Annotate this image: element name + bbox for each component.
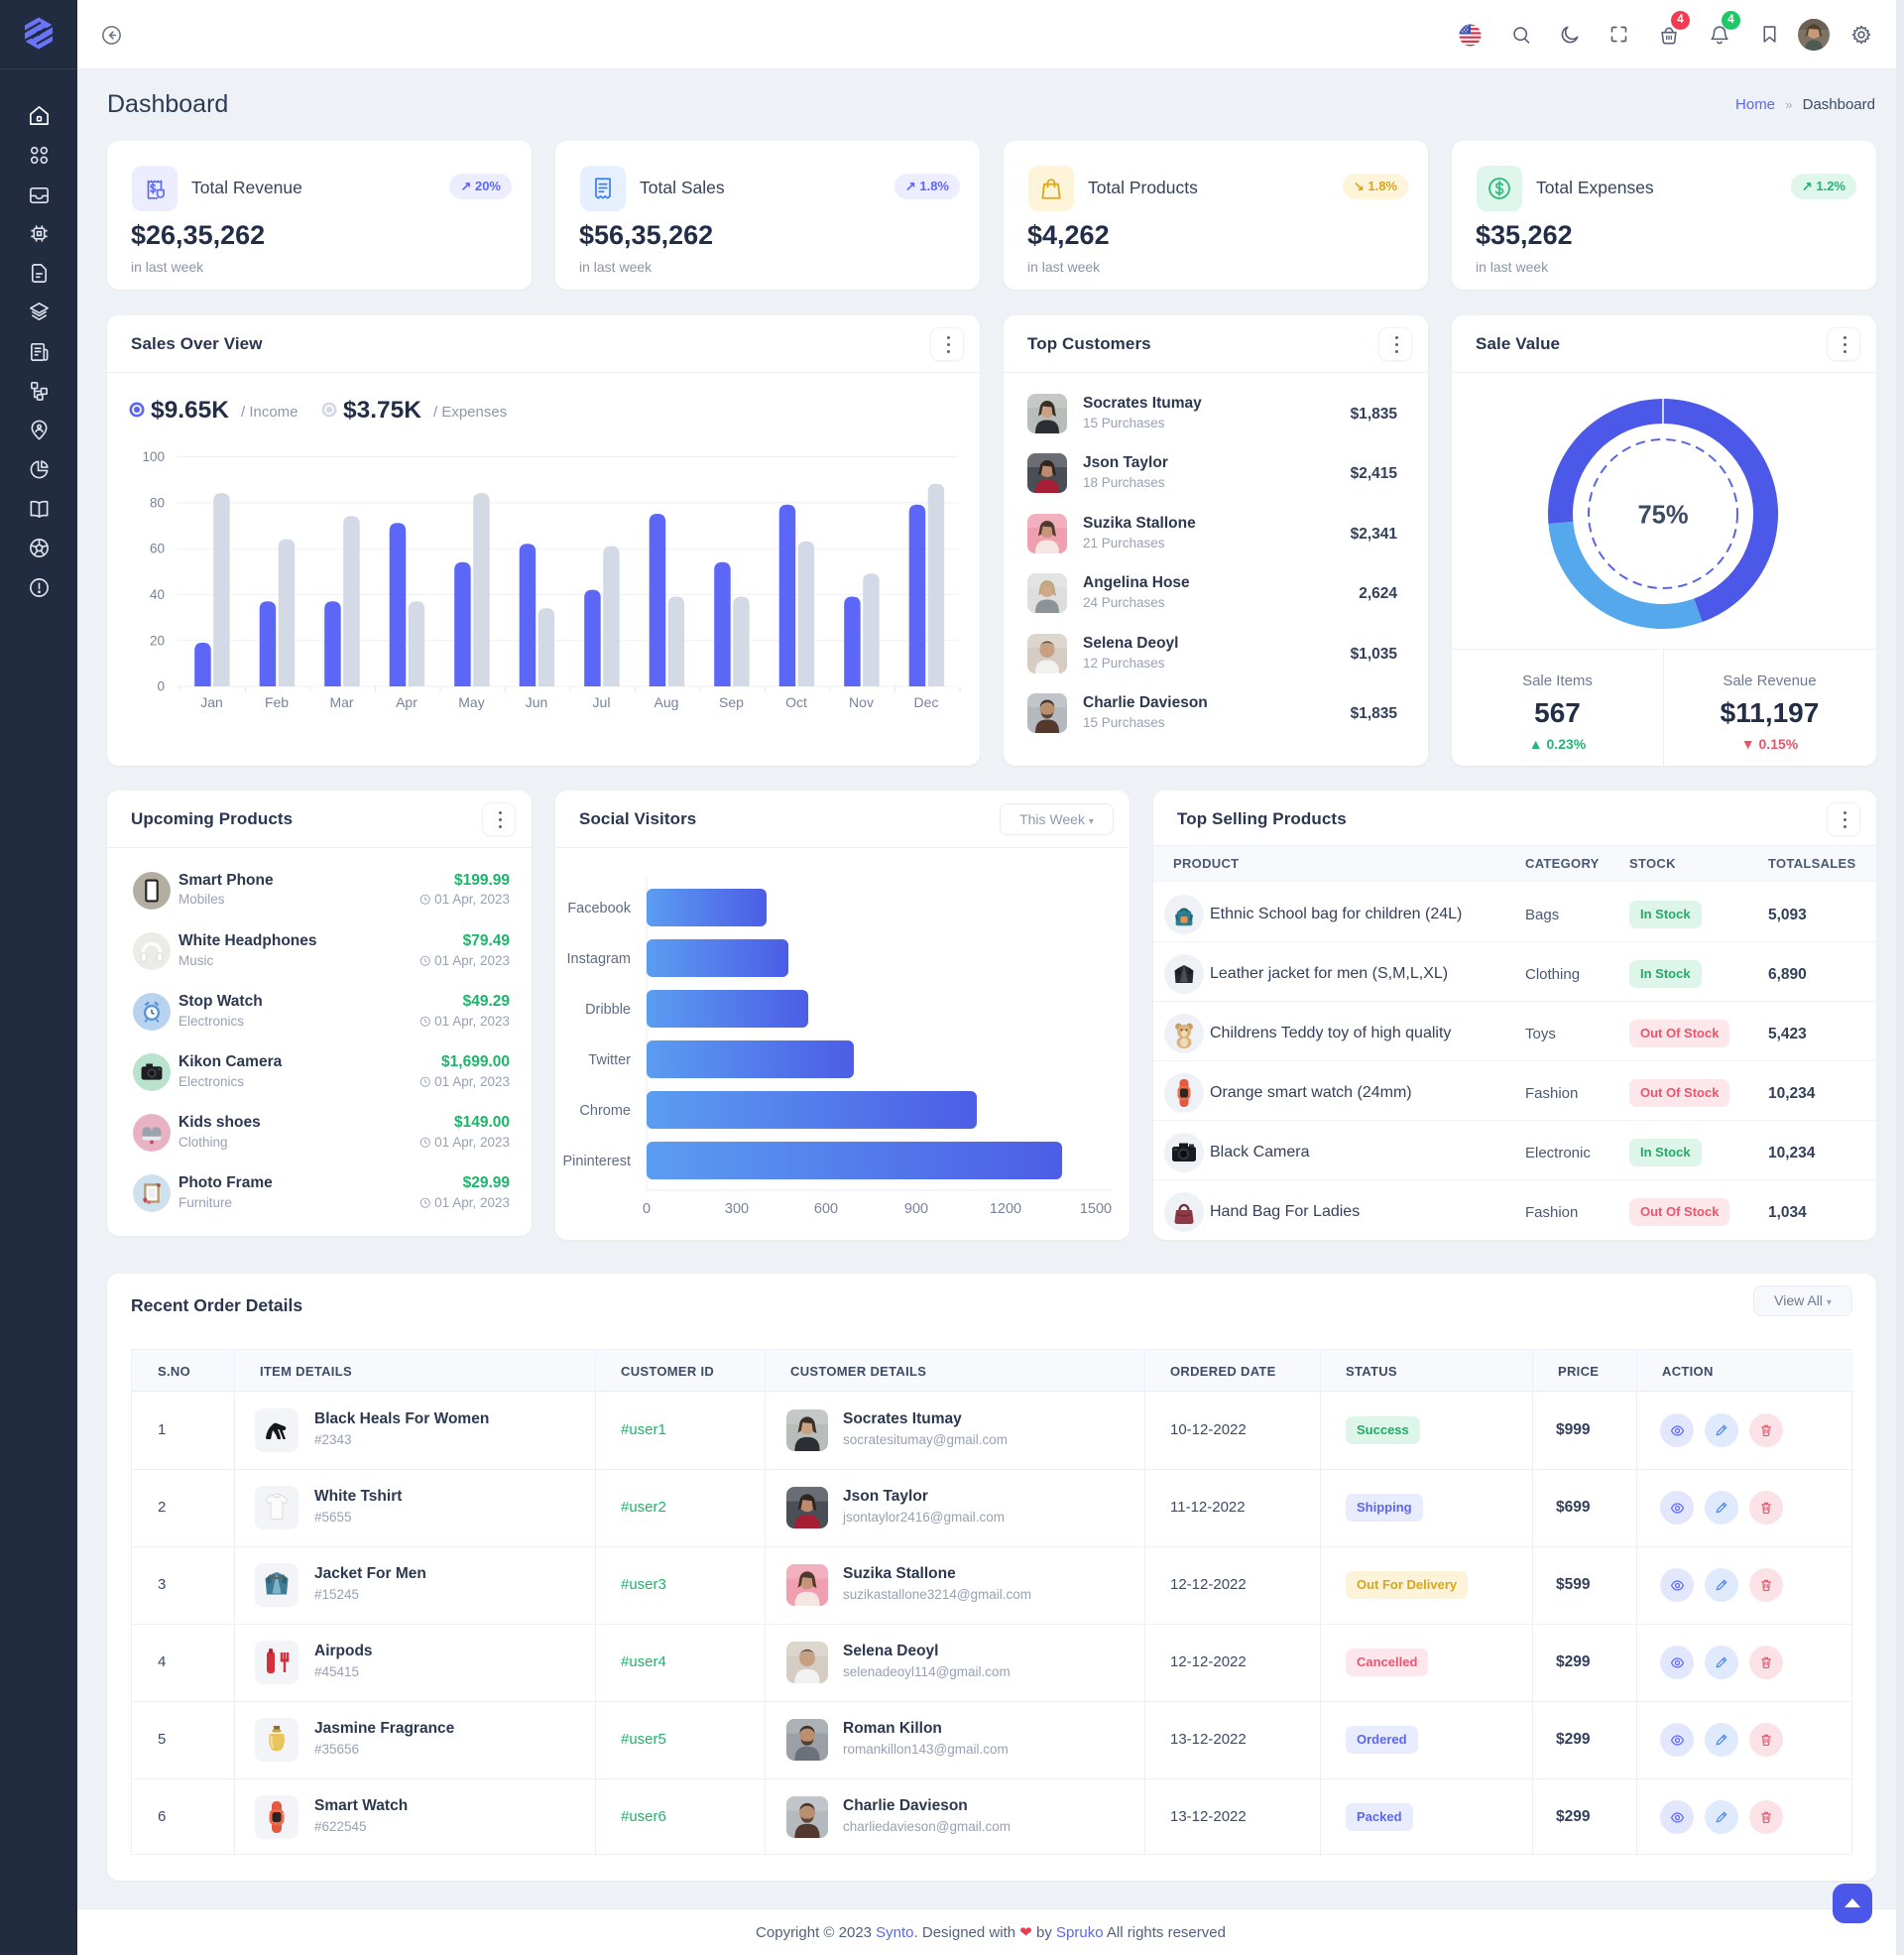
svg-text:Dribble: Dribble (585, 1002, 631, 1018)
svg-text:Nov: Nov (849, 694, 874, 710)
svg-text:Facebook: Facebook (567, 901, 631, 916)
svg-text:Oct: Oct (785, 694, 807, 710)
svg-text:1200: 1200 (990, 1201, 1021, 1217)
svg-text:Apr: Apr (396, 694, 417, 710)
svg-text:600: 600 (814, 1201, 838, 1217)
svg-text:$3.75K: $3.75K (343, 397, 421, 424)
svg-text:Jan: Jan (200, 694, 223, 710)
svg-text:300: 300 (725, 1201, 749, 1217)
svg-text:20: 20 (150, 633, 165, 648)
svg-text:$9.65K: $9.65K (151, 397, 229, 424)
svg-text:Aug: Aug (654, 694, 679, 710)
svg-text:Jul: Jul (593, 694, 611, 710)
svg-text:Dec: Dec (914, 694, 939, 710)
svg-text:Feb: Feb (265, 694, 289, 710)
svg-text:80: 80 (150, 495, 165, 510)
svg-text:Mar: Mar (329, 694, 353, 710)
svg-text:100: 100 (142, 449, 165, 464)
svg-text:Twitter: Twitter (588, 1052, 631, 1068)
svg-text:Pininterest: Pininterest (562, 1154, 631, 1169)
svg-text:0: 0 (643, 1201, 651, 1217)
svg-text:Sep: Sep (719, 694, 744, 710)
svg-text:1500: 1500 (1080, 1201, 1112, 1217)
svg-text:/ Expenses: / Expenses (433, 404, 507, 421)
svg-text:/ Income: / Income (241, 404, 298, 421)
svg-text:900: 900 (904, 1201, 928, 1217)
svg-text:Instagram: Instagram (567, 951, 631, 967)
svg-text:75%: 75% (1637, 502, 1688, 530)
svg-text:Chrome: Chrome (579, 1103, 631, 1119)
svg-text:May: May (458, 694, 484, 710)
svg-text:40: 40 (150, 587, 165, 602)
svg-text:60: 60 (150, 542, 165, 556)
svg-text:0: 0 (157, 679, 165, 694)
svg-text:Jun: Jun (526, 694, 548, 710)
